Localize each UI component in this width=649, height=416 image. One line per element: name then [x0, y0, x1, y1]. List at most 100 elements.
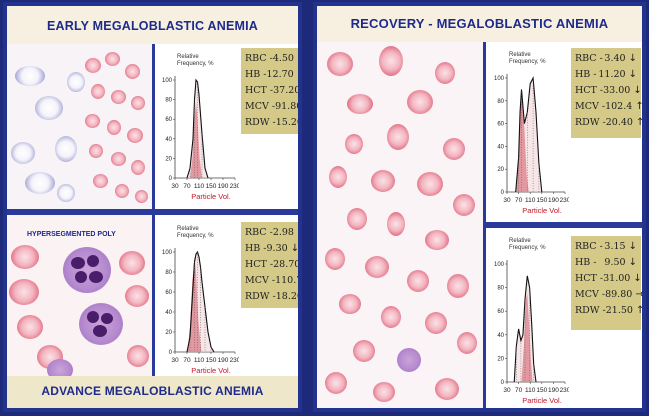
y-tick-label: 0 — [169, 350, 173, 356]
y-tick-label: 80 — [497, 99, 504, 105]
stat-value-group: 102.4 ↑ — [605, 99, 642, 115]
stat-arrow-icon: ↓ — [633, 85, 642, 96]
blood-cell — [135, 190, 148, 203]
blood-cell — [105, 52, 120, 66]
recovery-histogram-2: Relative Frequency, % 0 20 40 60 80 100 30 70 110 1… — [487, 230, 569, 408]
stat-row-mcv: MCV - 102.4 ↑ — [575, 99, 642, 115]
y-tick-label: 100 — [494, 76, 505, 82]
stat-label: RDW - — [245, 117, 276, 128]
panel-divider — [483, 222, 642, 228]
stat-arrow-icon: ↓ — [297, 69, 298, 80]
stat-value: 15.20 — [275, 117, 302, 128]
stat-label: MCV - — [575, 289, 606, 300]
stat-value-group: 11.20 ↓ — [598, 67, 637, 83]
stat-value-group: 12.70 ↓ — [266, 67, 299, 83]
stat-value-group: 31.00 ↓ — [603, 271, 642, 287]
x-tick-label: 30 — [171, 357, 179, 364]
blood-cell — [131, 160, 145, 175]
stat-arrow-icon: → — [635, 289, 644, 300]
stat-row-rdw: RDW - 21.50 ↑ — [575, 303, 642, 319]
stat-label: RDW - — [575, 117, 606, 128]
stat-arrow-icon: ↑ — [635, 117, 645, 128]
y-tick-label: 20 — [497, 167, 504, 173]
stat-value: 12.70 — [266, 69, 297, 80]
blood-cell — [327, 52, 353, 76]
stat-value: 3.40 — [604, 53, 629, 64]
x-tick-label: 70 — [515, 197, 523, 204]
blood-cell — [373, 382, 395, 402]
blood-cell — [125, 64, 140, 79]
blood-cell — [425, 230, 449, 250]
distribution-curve — [513, 275, 537, 383]
stat-row-hb: HB - 9.30 ↓ — [245, 241, 298, 257]
y-tick-label: 60 — [165, 117, 172, 123]
y-tick-label: 60 — [497, 122, 504, 128]
nucleus-lobe — [71, 257, 85, 269]
blood-cell — [111, 152, 126, 166]
ylabel-text: Relative — [177, 226, 199, 232]
stat-value-group: 33.00 ↓ — [603, 83, 642, 99]
stat-label: HCT - — [245, 259, 274, 270]
x-tick-label: 150 — [206, 183, 217, 190]
early-histogram: Relative Frequency, % 0 20 40 60 80 100 30 70 110 1… — [155, 46, 239, 206]
blood-cell — [131, 96, 145, 110]
stat-label: RBC - — [575, 53, 603, 64]
stat-arrow-icon: ↓ — [628, 69, 637, 80]
stat-value-group: 18.20 ↑ — [276, 289, 298, 305]
blood-cell — [93, 174, 108, 188]
x-tick-label: 150 — [536, 387, 547, 394]
ylabel-text: Relative — [509, 52, 531, 58]
stat-value-group: 4.50 ↓ — [272, 51, 298, 67]
y-tick-label: 20 — [165, 330, 172, 336]
y-tick-label: 40 — [497, 333, 504, 339]
y-tick-label: 60 — [165, 290, 172, 296]
stat-label: RBC - — [245, 227, 273, 238]
stat-row-hct: HCT - 31.00 ↓ — [575, 271, 642, 287]
stat-value-group: 15.20 ↑ — [275, 115, 302, 131]
ylabel-text: Relative — [177, 54, 199, 60]
blood-cell — [407, 90, 433, 114]
stat-row-rbc: RBC - 2.98 ↓ — [245, 225, 298, 241]
stat-value-group: 91.80 → — [275, 99, 298, 115]
stat-value-group: 21.50 ↑ — [606, 303, 642, 319]
stat-arrow-icon: ↓ — [633, 273, 642, 284]
advance-stats-box: RBC - 2.98 ↓HB - 9.30 ↓HCT - 28.70 ↓MCV … — [241, 222, 298, 308]
blood-cell — [47, 359, 73, 381]
stat-arrow-icon: ↓ — [628, 53, 637, 64]
poly-label: HYPERSEGMENTED POLY — [27, 231, 116, 238]
stat-value: 33.00 — [603, 85, 634, 96]
stat-value-group: 9.50 ↓ — [604, 255, 637, 271]
xlabel-text: Particle Vol. — [191, 192, 231, 201]
stat-arrow-icon: ↓ — [290, 243, 300, 254]
stat-label: HB - — [245, 243, 267, 254]
stat-row-hct: HCT - 37.20 ↓ — [245, 83, 298, 99]
blood-cell — [345, 134, 363, 154]
stat-row-rbc: RBC - 3.15 ↓ — [575, 239, 637, 255]
x-tick-label: 230 — [560, 197, 569, 204]
blood-cell — [325, 372, 347, 394]
distribution-curve — [515, 76, 543, 193]
stat-label: MCV - — [575, 101, 606, 112]
panel-divider — [152, 44, 155, 384]
blood-cell — [365, 256, 389, 278]
x-tick-label: 190 — [548, 387, 559, 394]
y-tick-label: 40 — [497, 144, 504, 150]
blood-cell — [67, 72, 85, 92]
blood-cell — [425, 312, 447, 334]
stat-row-rbc: RBC - 4.50 ↓ — [245, 51, 298, 67]
stat-row-rdw: RDW - 20.40 ↑ — [575, 115, 642, 131]
stat-value: 37.20 — [273, 85, 302, 96]
lymphocyte-cell — [397, 348, 421, 372]
recovery-title: RECOVERY - MEGALOBLASTIC ANEMIA — [350, 16, 609, 31]
y-tick-label: 100 — [494, 262, 505, 268]
blood-cell — [25, 172, 55, 194]
stat-value: 4.50 — [272, 53, 297, 64]
x-tick-label: 110 — [525, 197, 536, 204]
blood-cell — [329, 166, 347, 188]
blood-cell — [417, 172, 443, 196]
ylabel-text: Frequency, % — [509, 59, 546, 65]
blood-cell — [435, 62, 455, 84]
ylabel-text: Frequency, % — [509, 245, 546, 251]
